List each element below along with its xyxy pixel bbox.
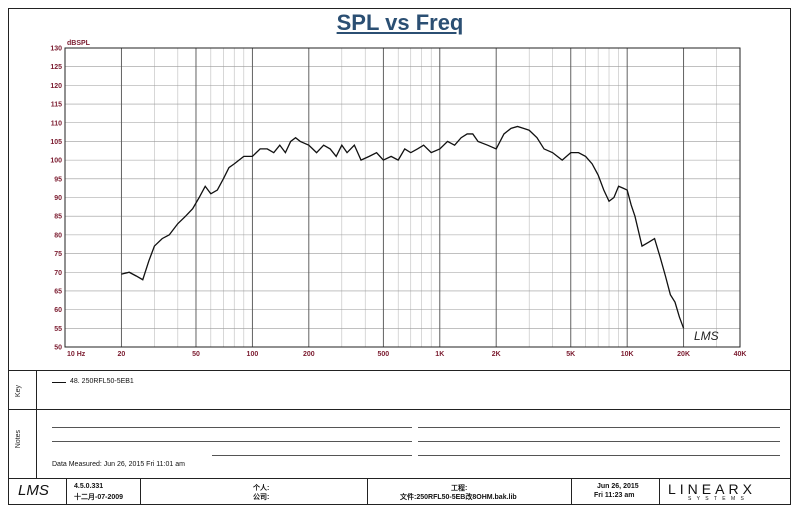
y-tick-label: 60 — [54, 307, 62, 314]
footer-divider-5 — [659, 478, 660, 505]
note-line-3 — [52, 441, 412, 442]
footer-time: Fri 11:23 am — [594, 492, 635, 499]
user-label: 个人: — [253, 485, 270, 492]
x-tick-label: 100 — [247, 351, 259, 358]
brand-sub: S Y S T E M S — [688, 496, 746, 502]
x-tick-labels: 10 Hz 20 50 100 200 500 1K 2K 5K 10K 20K 40K — [67, 351, 746, 358]
project-label: 工程: — [451, 485, 468, 492]
x-tick-label: 10K — [621, 351, 634, 358]
y-tick-label: 70 — [54, 270, 62, 277]
plot-border — [64, 47, 741, 348]
footer-divider — [8, 478, 791, 479]
x-tick-label: 1K — [435, 351, 444, 358]
spl-curve — [121, 125, 685, 329]
note-line-1 — [52, 427, 412, 428]
note-line-2 — [418, 427, 780, 428]
y-tick-label: 65 — [54, 288, 62, 295]
data-measured: Data Measured: Jun 26, 2015 Fri 11:01 am — [52, 461, 185, 468]
x-tick-label: 10 Hz — [67, 351, 86, 358]
y-tick-label: 95 — [54, 176, 62, 183]
note-line-5 — [212, 455, 412, 456]
x-tick-label: 50 — [192, 351, 200, 358]
y-tick-label: 90 — [54, 195, 62, 202]
x-tick-label: 500 — [378, 351, 390, 358]
brand-logo: LINEARX — [668, 481, 756, 497]
y-tick-labels: 50 55 60 65 70 75 80 85 90 95 100 105 110 115 120 125 13… — [50, 46, 62, 352]
y-tick-label: 130 — [50, 46, 62, 53]
page-frame — [8, 8, 791, 505]
y-tick-label: 55 — [54, 326, 62, 333]
lms-logo: LMS — [18, 482, 49, 499]
lms-watermark: LMS — [694, 329, 719, 343]
x-tick-label: 200 — [303, 351, 315, 358]
footer-divider-4 — [571, 478, 572, 505]
legend-entry: 48. 250RFL50-5EB1 — [70, 378, 134, 385]
y-tick-label: 125 — [50, 64, 62, 71]
legend-swatch — [52, 382, 66, 383]
note-line-6 — [418, 455, 780, 456]
y-tick-label: 80 — [54, 232, 62, 239]
x-tick-label: 20K — [677, 351, 690, 358]
file-label: 文件:250RFL50-5EB改8OHM.bak.lib — [400, 494, 517, 501]
footer-divider-2 — [140, 478, 141, 505]
minor-grid — [64, 47, 741, 348]
y-tick-label: 105 — [50, 139, 62, 146]
legend-side-label: Key — [15, 385, 22, 398]
x-tick-label: 40K — [734, 351, 747, 358]
version: 4.5.0.331 — [74, 483, 104, 490]
chart-title: SPL vs Freq — [336, 10, 464, 35]
y-axis-label: dBSPL — [67, 40, 91, 47]
y-tick-label: 75 — [54, 251, 62, 258]
footer-date: Jun 26, 2015 — [597, 483, 639, 490]
note-line-4 — [418, 441, 780, 442]
notes-side-label: Notes — [15, 430, 22, 449]
footer-divider-1 — [66, 478, 67, 505]
notes-section-divider — [8, 409, 791, 410]
y-tick-label: 85 — [54, 214, 62, 221]
legend-section-divider — [8, 370, 791, 371]
x-tick-label: 20 — [118, 351, 126, 358]
x-tick-label: 5K — [566, 351, 575, 358]
legend-side-divider — [36, 370, 37, 478]
y-tick-label: 100 — [50, 158, 62, 165]
footer-divider-3 — [367, 478, 368, 505]
company-label: 公司: — [253, 494, 270, 501]
y-tick-label: 115 — [51, 102, 62, 109]
spl-chart: 50 55 60 65 70 75 80 85 90 95 100 105 110 115 120 125 13… — [50, 40, 746, 358]
y-tick-label: 120 — [50, 83, 62, 90]
x-tick-label: 2K — [492, 351, 501, 358]
version-date: 十二月-07-2009 — [74, 494, 124, 501]
y-tick-label: 110 — [51, 120, 62, 127]
y-tick-label: 50 — [54, 345, 62, 352]
